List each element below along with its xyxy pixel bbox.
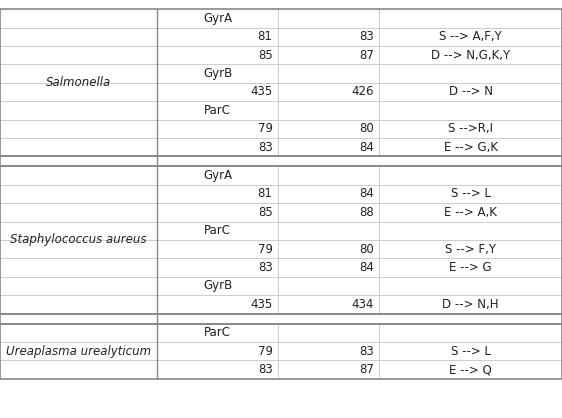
Text: 84: 84	[359, 187, 374, 201]
Text: 80: 80	[359, 122, 374, 135]
Text: GyrA: GyrA	[203, 169, 232, 182]
Text: 81: 81	[258, 187, 273, 201]
Text: GyrA: GyrA	[203, 12, 232, 25]
Text: 87: 87	[359, 363, 374, 376]
Text: S -->R,I: S -->R,I	[448, 122, 493, 135]
Text: 83: 83	[258, 140, 273, 154]
Text: S --> A,F,Y: S --> A,F,Y	[439, 30, 502, 43]
Text: 79: 79	[257, 242, 273, 256]
Text: 434: 434	[351, 298, 374, 311]
Text: 84: 84	[359, 261, 374, 274]
Text: 83: 83	[359, 344, 374, 358]
Text: ParC: ParC	[204, 224, 232, 237]
Text: Salmonella: Salmonella	[46, 76, 111, 89]
Text: E --> Q: E --> Q	[449, 363, 492, 376]
Text: 83: 83	[359, 30, 374, 43]
Text: ParC: ParC	[204, 104, 232, 117]
Text: E --> A,K: E --> A,K	[444, 206, 497, 219]
Text: 435: 435	[250, 298, 273, 311]
Text: 80: 80	[359, 242, 374, 256]
Text: 83: 83	[258, 363, 273, 376]
Text: D --> N: D --> N	[448, 85, 493, 99]
Text: 426: 426	[351, 85, 374, 99]
Text: S --> L: S --> L	[451, 344, 491, 358]
Text: 79: 79	[257, 344, 273, 358]
Text: GyrB: GyrB	[203, 279, 233, 293]
Text: S --> F,Y: S --> F,Y	[445, 242, 496, 256]
Text: E --> G,K: E --> G,K	[443, 140, 498, 154]
Text: GyrB: GyrB	[203, 67, 233, 80]
Text: 83: 83	[258, 261, 273, 274]
Text: Staphylococcus aureus: Staphylococcus aureus	[11, 233, 147, 247]
Text: 81: 81	[258, 30, 273, 43]
Text: 79: 79	[257, 122, 273, 135]
Text: Ureaplasma urealyticum: Ureaplasma urealyticum	[6, 344, 151, 358]
Text: 85: 85	[258, 48, 273, 62]
Text: D --> N,G,K,Y: D --> N,G,K,Y	[431, 48, 510, 62]
Text: E --> G: E --> G	[450, 261, 492, 274]
Text: 435: 435	[250, 85, 273, 99]
Text: 88: 88	[359, 206, 374, 219]
Text: D --> N,H: D --> N,H	[442, 298, 499, 311]
Text: 87: 87	[359, 48, 374, 62]
Text: 85: 85	[258, 206, 273, 219]
Text: ParC: ParC	[204, 326, 232, 339]
Text: S --> L: S --> L	[451, 187, 491, 201]
Text: 84: 84	[359, 140, 374, 154]
